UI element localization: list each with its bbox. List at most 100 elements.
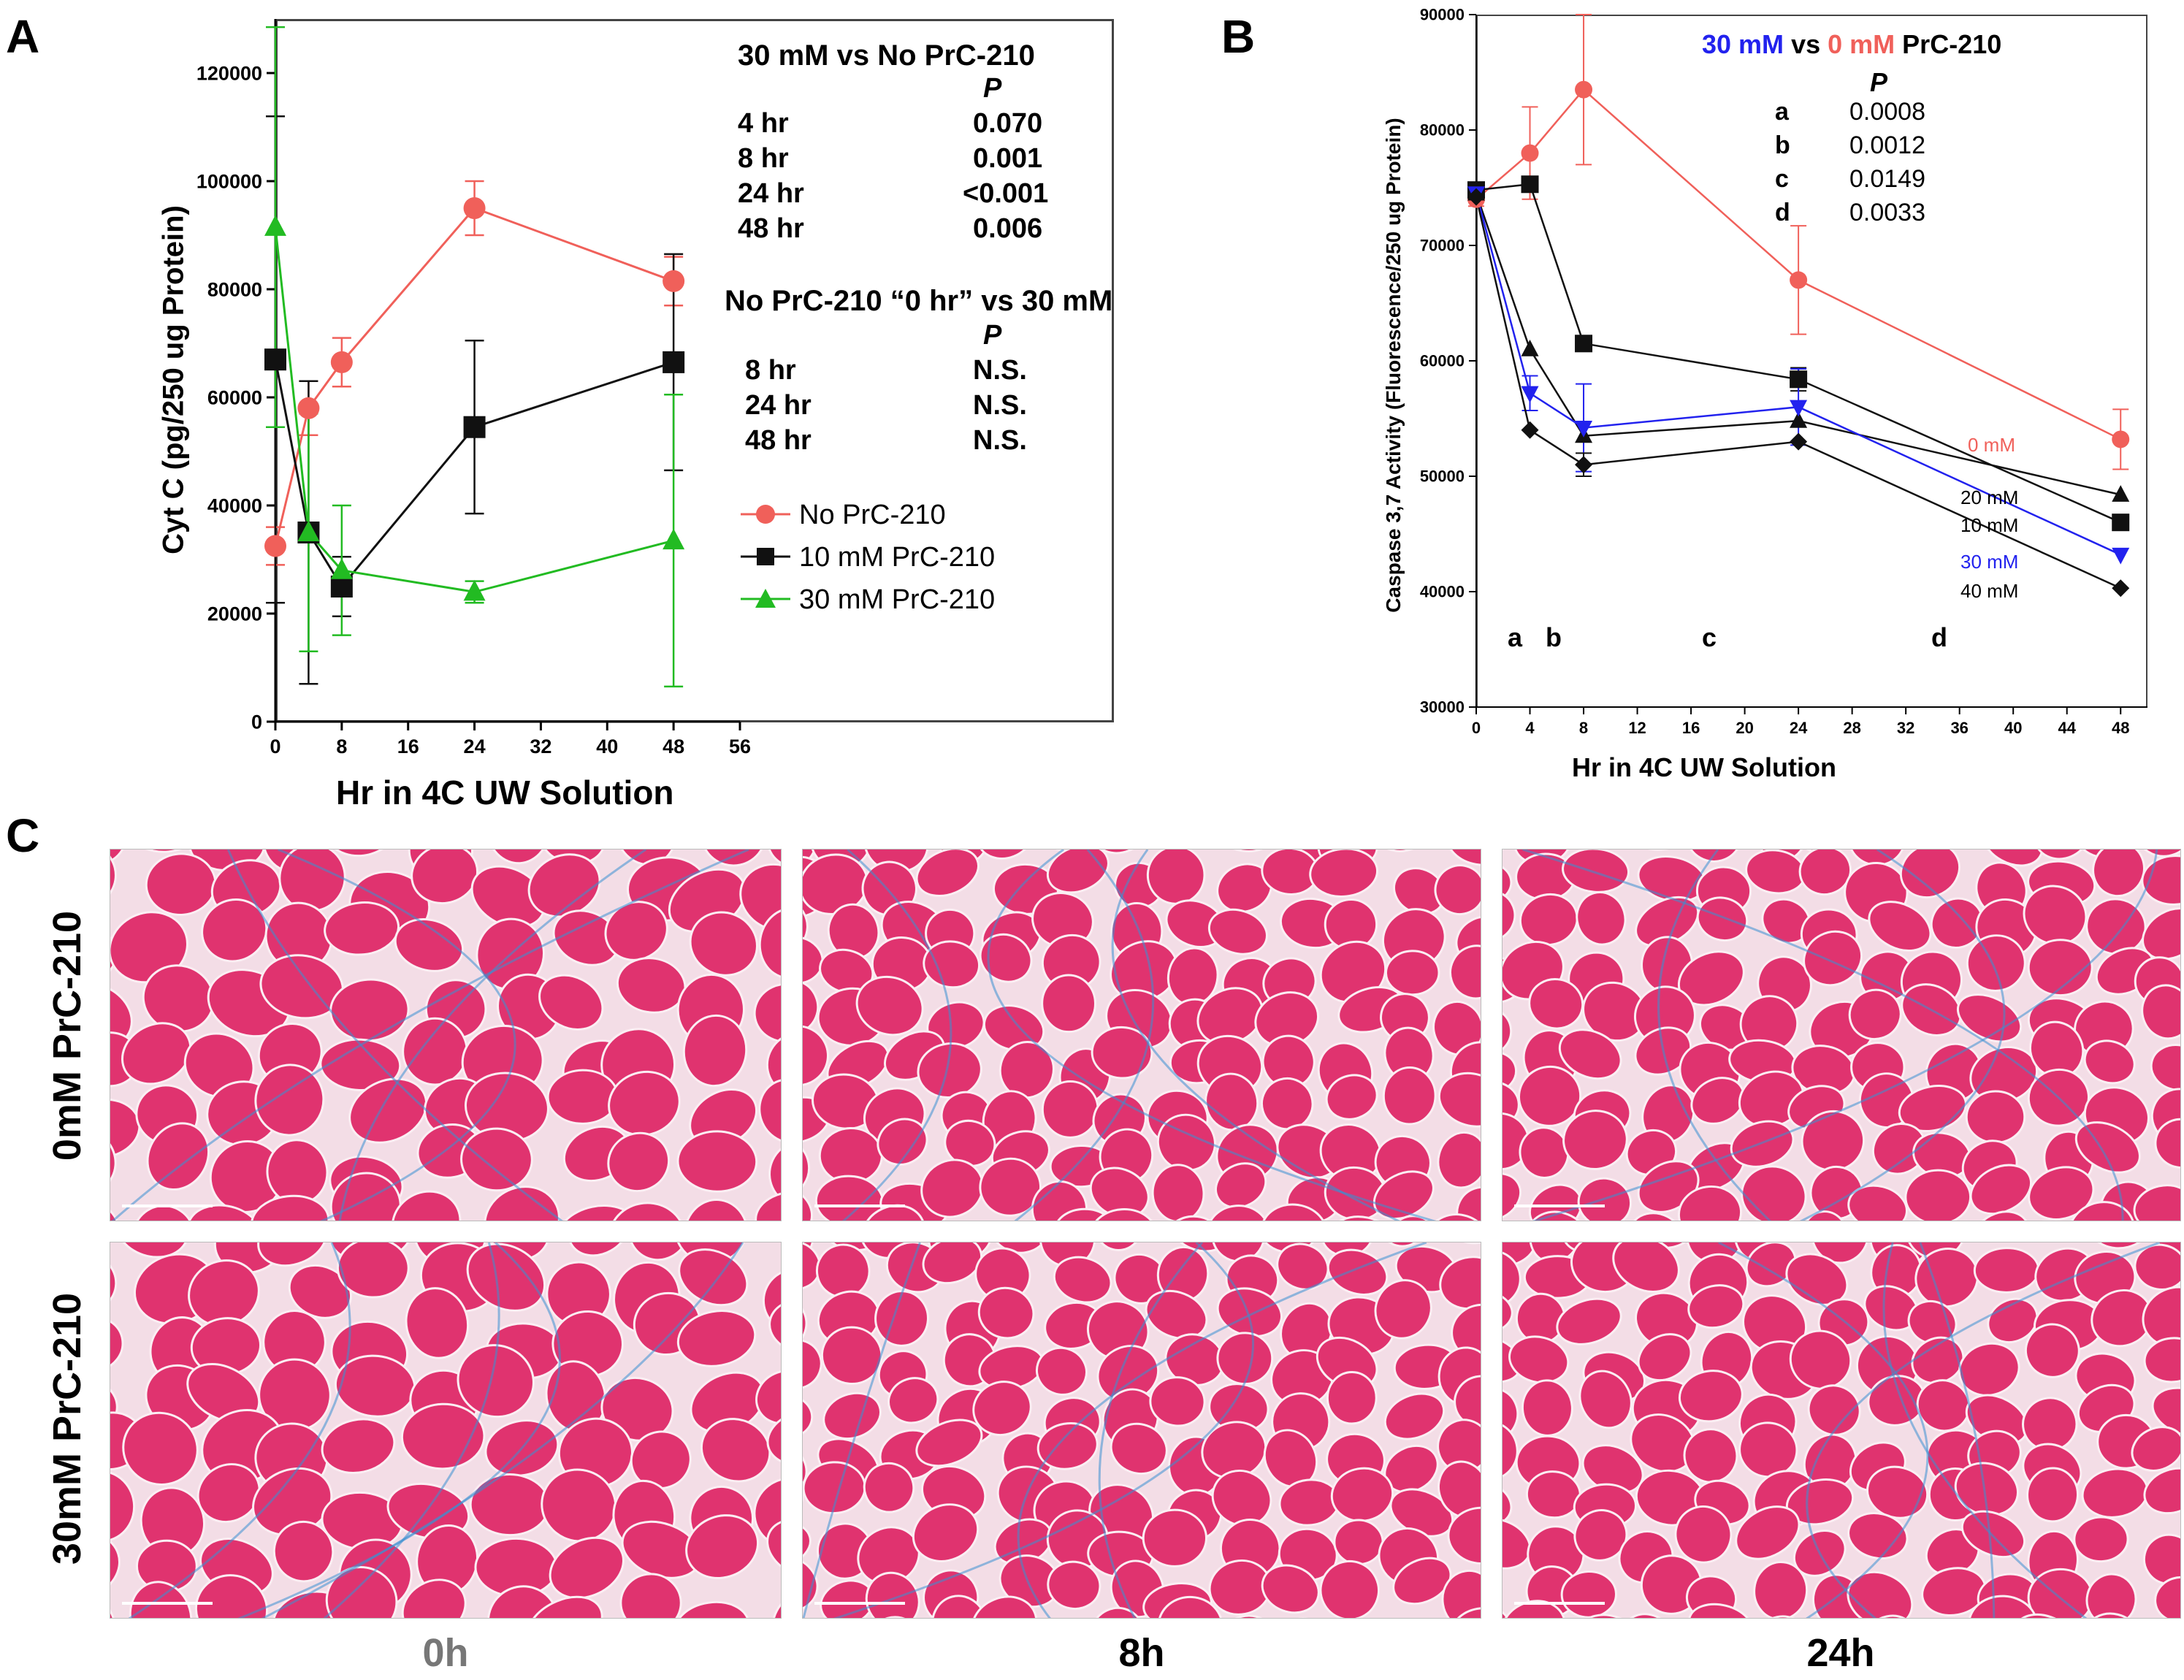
muscle-fiber [766, 1518, 781, 1579]
muscle-fiber [1384, 950, 1440, 996]
micrograph-0mm-0h [110, 849, 782, 1221]
muscle-fiber [700, 849, 767, 867]
data-point [1575, 80, 1593, 99]
connective-septum [987, 849, 1437, 1221]
chart-a-stats2-row-label: 8 hr [745, 355, 796, 386]
muscle-fiber [568, 1242, 630, 1257]
chart-b-p-row-label: a [1775, 98, 1789, 126]
muscle-fiber [110, 1470, 136, 1543]
muscle-fiber [766, 1408, 781, 1467]
muscle-fiber [1041, 974, 1096, 1034]
chart-a-ylabel: Cyt C (pg/250 ug Protein) [157, 205, 190, 554]
muscle-fiber [676, 1310, 757, 1367]
muscle-fiber [336, 1242, 410, 1299]
chart-b-point-marker-b: b [1546, 622, 1562, 652]
chart-a-legend-entry: No PrC-210 [799, 500, 946, 530]
muscle-fiber [123, 849, 207, 853]
muscle-fiber [1969, 1164, 2032, 1215]
muscle-fiber [1811, 1242, 1870, 1264]
chart-a-xlabel: Hr in 4C UW Solution [336, 774, 674, 812]
connective-septum [1111, 849, 1400, 1221]
muscle-fiber [2083, 1039, 2136, 1085]
micrograph-col-label-8h: 8h [1118, 1631, 1165, 1675]
muscle-fiber [110, 1127, 117, 1196]
chart-a-stats1-title: 30 mM vs No PrC-210 [738, 39, 1035, 72]
data-point [1790, 370, 1808, 389]
muscle-fiber [1503, 1242, 1538, 1267]
x-tick-label: 32 [1897, 719, 1914, 737]
muscle-fiber [920, 1158, 985, 1218]
muscle-fiber [755, 1191, 781, 1221]
muscle-fiber [1053, 1256, 1112, 1304]
x-tick-label: 16 [1682, 719, 1700, 737]
connective-septum [1718, 1242, 1929, 1618]
muscle-fiber [1576, 891, 1627, 946]
muscle-fiber [820, 1326, 883, 1386]
data-point [1575, 456, 1593, 474]
chart-a-stats2-title: No PrC-210 “0 hr” vs 30 mM [725, 285, 1113, 317]
muscle-fiber [2033, 849, 2091, 860]
muscle-fiber [1527, 1210, 1589, 1221]
muscle-fiber [1425, 1213, 1481, 1221]
muscle-fiber [457, 1344, 535, 1419]
chart-b-title-0mm: 0 mM [1828, 29, 1895, 59]
muscle-fiber [1090, 1606, 1145, 1618]
muscle-fiber [1965, 1090, 2026, 1144]
muscle-fiber [803, 1555, 819, 1613]
micrograph-0mm-8h [802, 849, 1481, 1221]
data-point [330, 576, 353, 597]
muscle-fiber [525, 1595, 603, 1618]
muscle-fiber [822, 1391, 882, 1440]
muscle-fiber [401, 1578, 467, 1618]
muscle-fiber [1577, 1177, 1633, 1221]
muscle-fiber [972, 1381, 1032, 1437]
muscle-fiber [1622, 1613, 1673, 1618]
connective-septum [1522, 849, 2124, 1221]
muscle-fiber [1735, 1505, 1801, 1560]
muscle-fiber [1973, 1247, 2040, 1294]
chart-a-stats1-row-label: 8 hr [738, 143, 789, 174]
y-tick-label: 40000 [207, 495, 262, 516]
chart-a-legend-markers [741, 505, 790, 608]
muscle-fiber [877, 1118, 928, 1166]
muscle-fiber [1637, 1333, 1692, 1382]
y-tick-label: 40000 [1420, 583, 1465, 601]
connective-septum [226, 849, 563, 1221]
muscle-fiber [1441, 1569, 1481, 1618]
muscle-fiber [1047, 1560, 1101, 1611]
micrograph-row-label: 0mM PrC-210 [45, 910, 89, 1161]
muscle-fiber [1261, 1564, 1320, 1614]
muscle-fiber [1088, 1208, 1158, 1221]
muscle-fiber [1745, 1242, 1797, 1288]
muscle-fiber [146, 1122, 210, 1191]
muscle-fiber [1446, 849, 1481, 866]
muscle-fiber [257, 1242, 328, 1267]
muscle-fiber [915, 849, 980, 897]
y-tick-label: 60000 [1420, 352, 1465, 370]
muscle-fiber [1434, 864, 1481, 915]
muscle-fiber [803, 897, 809, 955]
data-point [463, 197, 486, 219]
connective-septum [803, 1242, 921, 1618]
micrograph-30mm-8h [802, 1242, 1481, 1619]
muscle-fiber [110, 1379, 118, 1435]
muscle-fiber [1785, 1253, 1849, 1306]
data-point [463, 416, 486, 438]
muscle-fiber [411, 849, 479, 905]
connective-septum [128, 1242, 351, 1618]
muscle-fiber [1261, 1077, 1314, 1131]
chart-a-stats1-row-label: 4 hr [738, 108, 789, 139]
x-tick-label: 20 [1736, 719, 1753, 737]
chart-a-stats1-row-label: 24 hr [738, 178, 804, 209]
muscle-fiber [1958, 1342, 2020, 1397]
muscle-fiber [1687, 1284, 1745, 1329]
muscle-fiber [1803, 930, 1863, 987]
muscle-fiber [402, 1017, 468, 1086]
muscle-fiber [2027, 939, 2093, 997]
muscle-fiber [1730, 1120, 1795, 1168]
muscle-fiber [1164, 1215, 1223, 1221]
legend-marker-30mm [755, 589, 776, 608]
x-tick-label: 12 [1628, 719, 1646, 737]
muscle-fiber [196, 1463, 261, 1524]
muscle-fiber [2024, 1323, 2080, 1378]
